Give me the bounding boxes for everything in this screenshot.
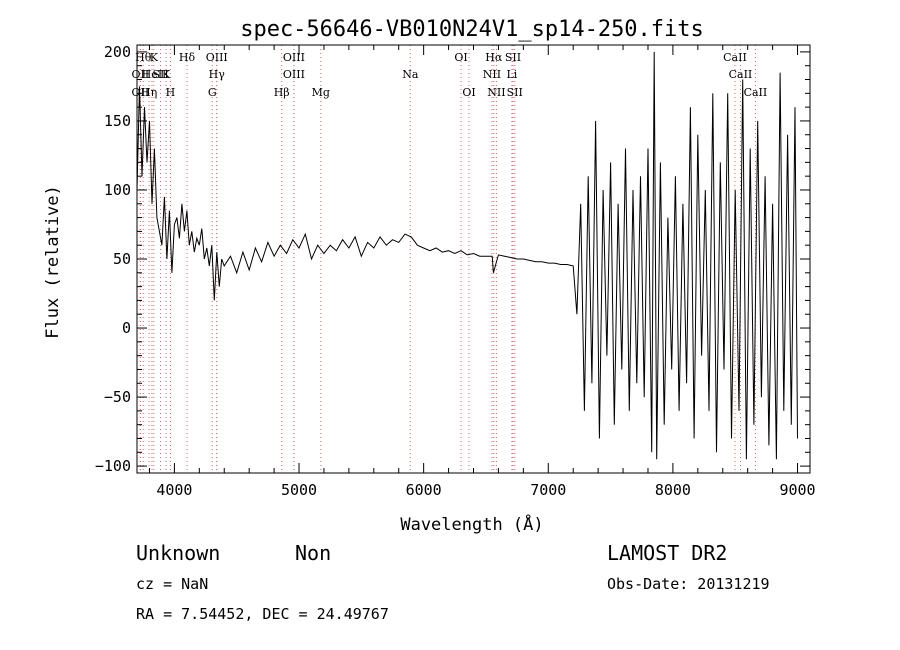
line-label-13: Hβ [274, 86, 290, 99]
line-label-12: G [208, 86, 217, 99]
chart-title: spec-56646-VB010N24V1_sp14-250.fits [240, 17, 704, 42]
x-axis-ticks: 4000 5000 6000 7000 8000 9000 [148, 45, 816, 499]
x-tick-label-2: 6000 [406, 481, 442, 499]
line-label-24: Li [506, 68, 517, 81]
line-label-27: CaII [729, 68, 753, 81]
line-label-25: SII [507, 86, 523, 99]
y-axis-ticks: 200 150 100 50 0 −50 −100 [95, 43, 810, 475]
line-label-26: CaII [723, 51, 747, 64]
y-tick-label-5: −50 [104, 388, 131, 406]
line-label-14: OIII [283, 51, 305, 64]
y-tick-label-4: 0 [122, 319, 131, 337]
radec-text: RA = 7.54452, DEC = 24.49767 [136, 605, 389, 623]
spectrum-series-line [136, 51, 798, 460]
y-axis-label: Flux (relative) [43, 185, 63, 339]
line-label-1: OII [132, 68, 150, 81]
line-label-7: SII [152, 68, 168, 81]
line-label-19: OI [462, 86, 475, 99]
subclass-label: Non [295, 541, 332, 565]
line-label-18: OI [454, 51, 467, 64]
line-label-9: Hδ [179, 51, 196, 64]
x-tick-label-4: 8000 [655, 481, 691, 499]
line-label-23: SII [505, 51, 521, 64]
class-label: Unknown [136, 541, 221, 565]
line-label-28: CaII [744, 86, 768, 99]
line-label-6: K [162, 68, 171, 81]
cz-text: cz = NaN [136, 575, 209, 593]
line-label-17: Na [402, 68, 419, 81]
line-label-0: Hθ [135, 51, 152, 64]
line-label-20: Hα [485, 51, 503, 64]
line-label-5: Hη [141, 86, 157, 99]
y-tick-label-6: −100 [95, 457, 131, 475]
line-label-15: OIII [283, 68, 305, 81]
x-axis-label: Wavelength (Å) [400, 513, 543, 535]
spectral-line-markers [139, 45, 756, 473]
line-label-8: H [166, 86, 176, 99]
obs-date-text: Obs-Date: 20131219 [607, 575, 770, 593]
x-tick-label-5: 9000 [779, 481, 815, 499]
line-label-21: NII [483, 68, 501, 81]
line-label-2: OII [132, 86, 150, 99]
x-tick-label-3: 7000 [530, 481, 566, 499]
x-tick-label-1: 5000 [281, 481, 317, 499]
line-label-4: HeI [142, 68, 162, 81]
survey-label: LAMOST DR2 [607, 541, 728, 565]
line-label-22: NII [487, 86, 505, 99]
line-label-11: Hγ [209, 68, 226, 81]
x-tick-label-0: 4000 [156, 481, 192, 499]
y-tick-label-0: 200 [104, 43, 131, 61]
y-tick-label-3: 50 [113, 250, 131, 268]
line-label-3: K [150, 51, 159, 64]
y-tick-label-2: 100 [104, 181, 131, 199]
y-tick-label-1: 150 [104, 112, 131, 130]
line-label-10: OIII [206, 51, 228, 64]
line-label-16: Mg [312, 86, 330, 99]
